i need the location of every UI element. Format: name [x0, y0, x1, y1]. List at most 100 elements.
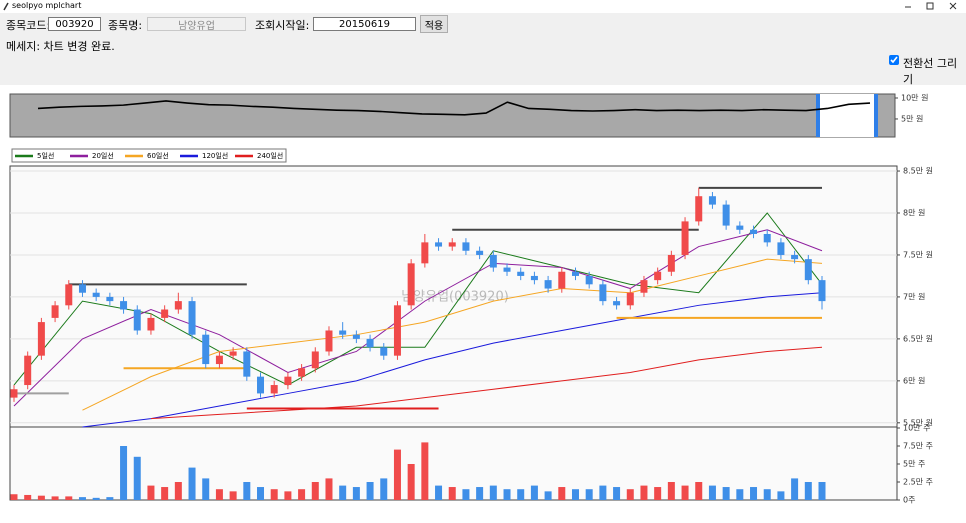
- candle-body: [476, 250, 484, 255]
- candle-body: [311, 351, 319, 369]
- slider-window[interactable]: [818, 94, 876, 137]
- y-tick-label: 8.5만 원: [903, 167, 933, 176]
- y-tick-label: 7.5만 주: [903, 442, 933, 451]
- moving-average: [82, 292, 823, 428]
- volume-bar: [393, 449, 401, 500]
- volume-bar: [804, 482, 812, 500]
- candle-body: [667, 254, 675, 272]
- candle-body: [325, 330, 333, 352]
- y-tick-label: 10만 주: [903, 424, 930, 433]
- slider-handle[interactable]: [816, 94, 820, 137]
- y-tick-label: 8만 원: [903, 208, 925, 217]
- apply-button[interactable]: 적용: [420, 15, 448, 33]
- volume-bar: [654, 487, 662, 500]
- candle-body: [435, 242, 443, 247]
- volume-bar: [161, 487, 169, 500]
- moving-average: [13, 229, 823, 407]
- volume-bar: [421, 442, 429, 500]
- volume-bar: [352, 487, 360, 500]
- candle-body: [626, 292, 634, 306]
- candle-body: [804, 259, 812, 281]
- candle-body: [613, 301, 621, 306]
- legend-label: 240일선: [257, 151, 283, 160]
- candle-body: [407, 263, 415, 306]
- volume-bar: [763, 489, 771, 500]
- volume-bar: [202, 478, 210, 500]
- legend-label: 120일선: [202, 151, 228, 160]
- candle-body: [599, 284, 607, 302]
- candle-body: [558, 271, 566, 289]
- title-bar: seolpyo mplchart: [0, 0, 966, 13]
- volume-bar: [243, 482, 251, 500]
- candle-body: [133, 309, 141, 331]
- candle-body: [544, 280, 552, 289]
- candle-body: [106, 296, 114, 302]
- candle-body: [585, 275, 593, 285]
- y-tick-label: 10만 원: [901, 93, 928, 102]
- candle-body: [202, 334, 210, 365]
- date-input[interactable]: [313, 17, 416, 31]
- candle-body: [448, 242, 456, 247]
- volume-bar: [188, 467, 196, 500]
- candle-body: [393, 305, 401, 356]
- volume-bar: [106, 497, 114, 500]
- volume-bar: [626, 489, 634, 500]
- volume-bar: [736, 489, 744, 500]
- code-input[interactable]: [48, 17, 101, 31]
- volume-bar: [476, 487, 484, 500]
- candle-body: [530, 275, 538, 281]
- volume-bar: [24, 494, 32, 500]
- volume-bar: [435, 485, 443, 500]
- window-controls[interactable]: [900, 0, 966, 13]
- candle-body: [243, 351, 251, 377]
- control-panel: seolpyo mplchart 종목코드: 종목명: 조회시작일: 적용 메세…: [0, 0, 966, 86]
- volume-bar: [37, 495, 45, 500]
- candle-body: [10, 389, 18, 398]
- candle-body: [65, 284, 73, 306]
- moving-average: [13, 212, 823, 386]
- volume-bar: [777, 491, 785, 500]
- volume-bar: [10, 494, 18, 500]
- volume-bar: [78, 497, 86, 500]
- app-icon: [3, 2, 9, 11]
- legend-label: 60일선: [147, 151, 169, 160]
- volume-bar: [298, 489, 306, 500]
- volume-bar: [818, 482, 826, 500]
- volume-bar: [120, 446, 128, 500]
- volume-bar: [257, 487, 265, 500]
- y-tick-label: 7만 원: [903, 292, 925, 301]
- y-tick-label: 7.5만 원: [903, 250, 933, 259]
- volume-bar: [791, 478, 799, 500]
- y-tick-label: 5만 주: [903, 460, 925, 469]
- candle-body: [147, 317, 155, 331]
- volume-bar: [133, 456, 141, 500]
- volume-bar: [722, 487, 730, 500]
- volume-bar: [571, 489, 579, 500]
- candle-body: [120, 301, 128, 310]
- option-checkbox[interactable]: [889, 55, 899, 65]
- volume-bar: [339, 485, 347, 500]
- candle-body: [681, 221, 689, 255]
- candle-body: [174, 301, 182, 310]
- volume-bar: [544, 491, 552, 500]
- volume-bar: [147, 485, 155, 500]
- candle-body: [640, 280, 648, 293]
- volume-bar: [366, 482, 374, 500]
- candle-body: [188, 301, 196, 335]
- chart-figure: 10만 원 5만 원 8.5만 원 8만 원 7.5만 원 7만 원 6.5만 원 6만 원 5…: [9, 93, 933, 505]
- slider-handle[interactable]: [874, 94, 878, 137]
- volume-bar: [448, 487, 456, 500]
- candle-body: [78, 284, 86, 293]
- candle-body: [777, 242, 785, 255]
- volume-bar: [503, 489, 511, 500]
- volume-bar: [585, 489, 593, 500]
- volume-bar: [215, 489, 223, 500]
- name-input: [147, 17, 246, 31]
- candle-body: [722, 204, 730, 226]
- y-tick-label: 2.5만 주: [903, 478, 933, 487]
- code-label: 종목코드:: [6, 19, 51, 32]
- overview-line: [37, 100, 871, 116]
- candle-body: [654, 271, 662, 281]
- volume-bar: [667, 482, 675, 500]
- volume-bar: [517, 489, 525, 500]
